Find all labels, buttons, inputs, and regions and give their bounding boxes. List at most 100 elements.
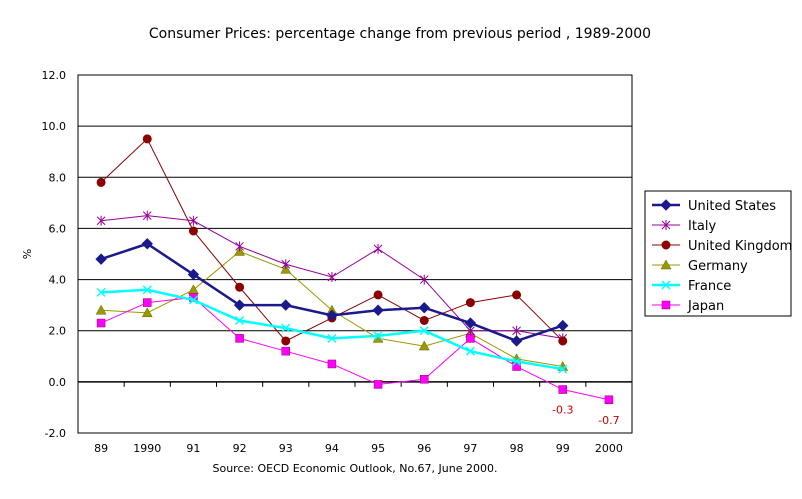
legend-marker [661,220,671,230]
data-point [510,335,523,347]
data-point [373,380,383,389]
data-point [143,298,152,307]
legend-marker [660,259,672,270]
data-point [420,375,429,384]
legend-marker [661,240,671,250]
data-point [235,241,244,252]
data-point [558,336,568,346]
data-point [464,317,477,329]
data-point [372,304,384,316]
x-tick-label: 1990 [133,442,161,455]
y-tick-label: 2.0 [49,325,67,338]
legend-label: Italy [688,219,717,234]
data-point [418,340,430,351]
legend-item-germany: Germany [652,259,748,274]
data-point [233,299,246,311]
x-tick-label: 92 [233,442,247,455]
data-point [96,287,106,297]
x-axis: 89 1990 91 92 93 94 95 96 97 98 99 2000 [77,381,633,455]
data-point [96,318,106,328]
data-point [327,333,337,343]
data-point [373,290,383,300]
y-axis-label: % [21,249,34,259]
legend: United States Italy United Kingdom Germany F… [644,190,792,317]
data-label: -0.3 [552,404,573,417]
x-tick-label: 95 [371,442,385,455]
data-point [188,295,198,305]
data-point [558,364,568,374]
data-point [188,226,198,236]
data-point [557,319,569,332]
series-france [96,285,568,374]
chart-title: Consumer Prices: percentage change from … [149,26,651,42]
legend-label: United States [688,199,776,214]
y-axis: 12.0 10.0 8.0 6.0 4.0 2.0 0.0 -2.0 [42,69,67,440]
y-tick-label: 12.0 [42,69,67,82]
data-point [512,290,522,300]
data-point [373,243,383,254]
data-point [235,315,245,326]
y-tick-label: 4.0 [49,274,67,287]
data-point [95,253,107,265]
data-point [189,215,198,226]
data-point [187,268,200,281]
legend-label: Japan [687,299,724,314]
x-tick-label: 2000 [595,442,623,455]
x-tick-label: 99 [556,442,570,455]
legend-label: Germany [688,259,748,274]
data-point [326,309,338,322]
data-point [141,238,153,250]
data-point [142,285,152,295]
x-tick-label: 89 [94,442,108,455]
x-tick-label: 93 [279,442,293,455]
legend-marker [661,300,671,310]
data-point [327,359,337,369]
legend-box [644,190,792,317]
data-point [189,293,198,302]
data-point [141,307,153,318]
y-tick-label: 6.0 [49,222,67,235]
data-point [512,325,521,336]
y-tick-label: 10.0 [42,120,67,133]
data-point [373,331,383,341]
data-point [419,326,429,336]
series-group [95,134,614,405]
x-tick-label: 97 [463,442,477,455]
legend-item-united-states: United States [652,199,776,214]
data-point [512,356,522,366]
series-united-states [95,238,569,347]
data-point [281,259,291,270]
data-point [95,304,107,315]
data-point [418,301,430,314]
legend-label: United Kingdom [688,239,792,254]
data-point [142,134,152,144]
legend-item-france: France [652,279,731,294]
y-tick-label: -2.0 [45,427,66,440]
source-note: Source: OECD Economic Outlook, No.67, Ju… [212,462,497,475]
x-tick-label: 91 [186,442,200,455]
data-point [235,282,245,292]
y-tick-label: 8.0 [49,171,67,184]
legend-item-japan: Japan [652,299,724,314]
data-point [281,336,291,346]
gridlines [78,125,632,332]
x-tick-label: 94 [325,442,339,455]
data-label: -0.7 [598,414,619,427]
data-point [235,334,244,343]
x-tick-label: 98 [510,442,524,455]
y-tick-label: 0.0 [49,376,67,389]
legend-item-italy: Italy [652,219,717,234]
data-point [280,299,292,311]
data-point [96,177,106,187]
data-point [142,210,152,221]
data-labels: -0.3 -0.7 [552,404,620,427]
legend-marker [660,199,672,211]
data-point [281,323,291,333]
data-point [281,346,290,356]
legend-item-united-kingdom: United Kingdom [652,239,792,254]
legend-label: France [688,279,731,294]
data-point [558,385,567,394]
x-tick-label: 96 [417,442,431,455]
data-point [419,315,429,325]
